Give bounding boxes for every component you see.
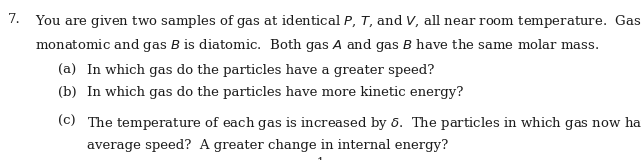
Text: average speed?  A greater change in internal energy?: average speed? A greater change in inter… [87, 139, 448, 152]
Text: 1: 1 [317, 157, 324, 160]
Text: You are given two samples of gas at identical $P$, $T$, and $V$, all near room t: You are given two samples of gas at iden… [35, 13, 641, 30]
Text: In which gas do the particles have more kinetic energy?: In which gas do the particles have more … [87, 86, 463, 99]
Text: 7.: 7. [8, 13, 21, 26]
Text: monatomic and gas $B$ is diatomic.  Both gas $A$ and gas $B$ have the same molar: monatomic and gas $B$ is diatomic. Both … [35, 37, 599, 54]
Text: (a): (a) [58, 64, 76, 77]
Text: The temperature of each gas is increased by $\delta$.  The particles in which ga: The temperature of each gas is increased… [87, 115, 641, 132]
Text: In which gas do the particles have a greater speed?: In which gas do the particles have a gre… [87, 64, 434, 77]
Text: (c): (c) [58, 115, 75, 128]
Text: (b): (b) [58, 86, 76, 99]
